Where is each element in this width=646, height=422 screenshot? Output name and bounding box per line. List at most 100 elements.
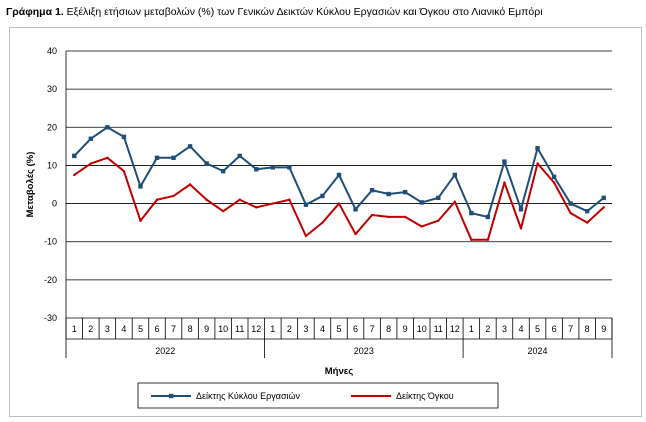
y-tick-label: -10 — [44, 237, 57, 247]
series-1-point — [187, 144, 193, 149]
legend-label-2: Δείκτης Όγκου — [396, 391, 454, 401]
x-tick-label: 1 — [469, 324, 474, 334]
x-tick-label: 7 — [370, 324, 375, 334]
series-2-point — [569, 211, 572, 215]
series-2-point — [387, 215, 390, 219]
x-tick-label: 4 — [121, 324, 126, 334]
x-tick-label: 12 — [450, 324, 460, 334]
series-2-point — [403, 215, 407, 219]
x-tick-label: 6 — [552, 324, 557, 334]
series-1-point — [353, 207, 358, 212]
series-1-point — [601, 195, 606, 201]
series-2-point — [73, 173, 76, 177]
x-tick-label: 2 — [485, 324, 490, 334]
y-tick-label: 0 — [52, 199, 57, 209]
series-1-point — [88, 136, 94, 141]
x-tick-label: 8 — [188, 324, 193, 334]
series-1-point — [518, 207, 524, 212]
series-2-point — [486, 238, 490, 242]
series-2-point — [304, 234, 308, 238]
legend-label-1: Δείκτης Κύκλου Εργασιών — [196, 391, 301, 401]
series-2-point — [155, 198, 159, 201]
x-tick-label: 11 — [235, 324, 244, 334]
series-2-point — [519, 227, 523, 230]
x-tick-label: 1 — [270, 324, 275, 334]
series-2-point — [437, 219, 440, 222]
series-1-point — [72, 153, 77, 159]
series-1-point — [171, 155, 176, 160]
year-label: 2022 — [155, 346, 175, 356]
series-2-point — [552, 181, 556, 184]
x-tick-label: 9 — [601, 324, 606, 334]
series-1-point — [204, 161, 209, 166]
y-tick-label: 10 — [47, 160, 57, 170]
series-1-point — [270, 165, 276, 170]
series-1-point — [485, 214, 491, 220]
x-tick-label: 5 — [138, 324, 143, 334]
series-1-point — [419, 200, 424, 205]
x-tick-label: 5 — [336, 324, 341, 334]
series-2-point — [238, 198, 241, 201]
x-tick-label: 2 — [88, 324, 93, 334]
x-tick-label: 10 — [218, 324, 228, 334]
x-tick-label: 9 — [403, 324, 408, 334]
series-1-point — [551, 174, 557, 180]
series-2-point — [255, 206, 258, 209]
legend-marker-1 — [168, 393, 174, 399]
series-1-point — [452, 172, 458, 178]
chart-frame — [9, 27, 642, 417]
series-1-point — [386, 191, 391, 197]
series-1-point — [220, 168, 226, 174]
y-tick-label: -20 — [44, 275, 57, 285]
x-tick-label: 3 — [105, 324, 110, 334]
series-1-point — [105, 125, 110, 130]
series-2-point — [188, 183, 192, 186]
series-1-point — [535, 146, 540, 151]
x-tick-label: 6 — [353, 324, 358, 334]
x-tick-label: 1 — [72, 324, 77, 334]
series-2-point — [288, 198, 291, 201]
x-tick-label: 9 — [204, 324, 209, 334]
x-tick-label: 4 — [320, 324, 325, 334]
x-tick-label: 7 — [171, 324, 176, 334]
series-1-point — [154, 155, 160, 160]
series-1-point — [336, 172, 342, 178]
series-1-point — [402, 189, 408, 195]
chart-title: Γράφημα 1. Εξέλιξη ετήσιων μεταβολών (%)… — [6, 6, 543, 18]
series-2-point — [321, 221, 324, 224]
x-tick-label: 11 — [434, 324, 443, 334]
series-2-point — [536, 162, 539, 165]
series-1-point — [320, 193, 325, 199]
series-1-point — [121, 134, 127, 140]
legend-box — [137, 382, 499, 409]
series-2-point — [172, 194, 175, 198]
x-tick-label: 6 — [154, 324, 159, 334]
y-tick-label: 20 — [47, 122, 57, 132]
figure-title-text: Εξέλιξη ετήσιων μεταβολών (%) των Γενικώ… — [66, 6, 543, 18]
y-axis-title: Μεταβολές (%) — [25, 152, 36, 218]
x-tick-label: 12 — [251, 324, 261, 334]
series-2-point — [602, 206, 605, 209]
x-tick-label: 7 — [568, 324, 573, 334]
x-tick-label: 3 — [303, 324, 308, 334]
series-2-point — [106, 156, 109, 159]
x-axis-title: Μήνες — [325, 366, 354, 377]
y-tick-label: 30 — [47, 84, 57, 94]
series-1-point — [254, 167, 259, 172]
series-2-point — [354, 232, 357, 236]
series-1-point — [502, 159, 507, 164]
series-1-point — [237, 153, 242, 159]
series-1-point — [568, 201, 573, 206]
series-1-point — [369, 188, 375, 193]
y-tick-label: 40 — [47, 46, 57, 56]
x-tick-label: 8 — [386, 324, 391, 334]
series-2-point — [221, 210, 225, 213]
series-1-point — [469, 210, 474, 216]
year-label: 2024 — [528, 346, 548, 356]
series-2-point — [503, 181, 506, 184]
series-1-point — [303, 202, 309, 207]
series-2-point — [139, 219, 142, 222]
y-tick-label: -30 — [44, 313, 57, 323]
series-2-point — [337, 202, 341, 205]
